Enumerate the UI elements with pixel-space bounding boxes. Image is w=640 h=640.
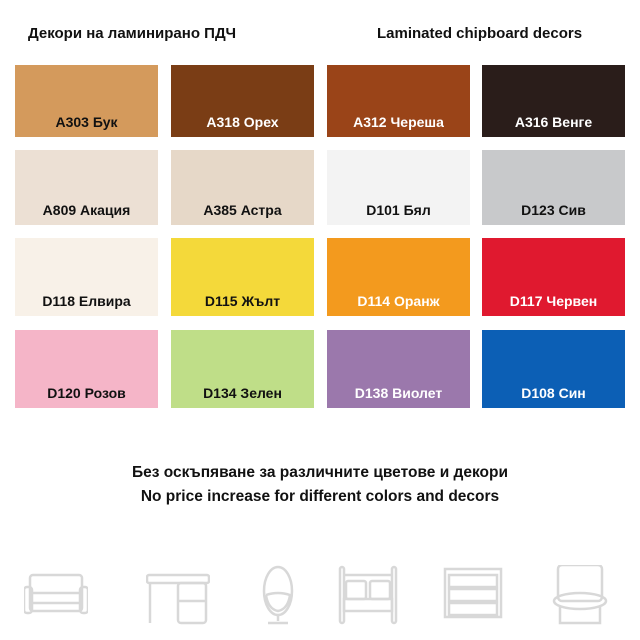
desk-icon (146, 573, 210, 625)
swatch-d138: D138 Виолет (327, 330, 470, 408)
swatch-label: D118 Елвира (42, 293, 131, 309)
swatch-a316: A316 Венге (482, 65, 625, 137)
swatch-d123: D123 Сив (482, 150, 625, 225)
sofa-icon (24, 573, 88, 615)
swatch-a385: A385 Астра (171, 150, 314, 225)
swatch-a312: A312 Череша (327, 65, 470, 137)
note-english: No price increase for different colors a… (140, 488, 500, 505)
note-bulgarian: Без оскъпяване за различните цветове и д… (131, 464, 509, 481)
swatch-d118: D118 Елвира (15, 238, 158, 316)
swatch-label: D123 Сив (521, 202, 586, 218)
bed-icon (338, 565, 398, 625)
swatch-d101: D101 Бял (327, 150, 470, 225)
swatch-a303: A303 Бук (15, 65, 158, 137)
title-english: Laminated chipboard decors (377, 25, 583, 42)
swatch-label: A316 Венге (514, 114, 593, 130)
swatch-label: D138 Виолет (354, 385, 443, 401)
swatch-label: A385 Астра (203, 202, 282, 218)
title-bulgarian: Декори на ламинирано ПДЧ (28, 25, 236, 42)
swatch-label: D117 Червен (509, 293, 598, 309)
swatch-label: A318 Орех (206, 114, 279, 130)
swatch-a809: A809 Акация (15, 150, 158, 225)
swatch-d115: D115 Жълт (171, 238, 314, 316)
swatch-d117: D117 Червен (482, 238, 625, 316)
dresser-icon (443, 567, 503, 619)
swatch-label: A809 Акация (42, 202, 131, 218)
swatch-d108: D108 Син (482, 330, 625, 408)
armchair-icon (552, 565, 608, 625)
swatch-label: A303 Бук (55, 114, 118, 130)
swatch-d134: D134 Зелен (171, 330, 314, 408)
swatch-label: D101 Бял (366, 202, 431, 218)
swatch-label: D108 Син (521, 385, 586, 401)
swatch-label: D134 Зелен (203, 385, 282, 401)
swatch-label: D115 Жълт (204, 293, 281, 309)
swatch-label: D120 Розов (47, 385, 126, 401)
swatch-label: D114 Оранж (357, 293, 440, 309)
egg-chair-icon (262, 565, 294, 625)
swatch-a318: A318 Орех (171, 65, 314, 137)
swatch-d114: D114 Оранж (327, 238, 470, 316)
swatch-d120: D120 Розов (15, 330, 158, 408)
swatch-label: A312 Череша (353, 114, 444, 130)
